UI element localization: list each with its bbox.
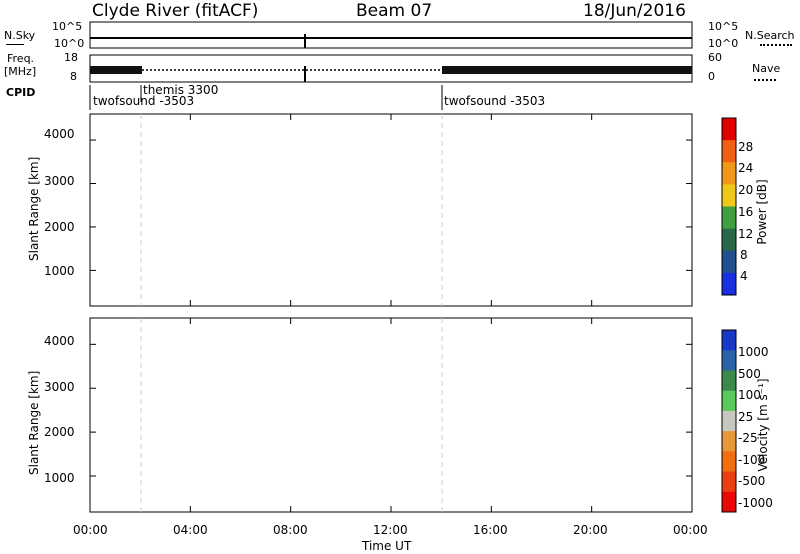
power-colorbar-swatch: [722, 118, 736, 141]
freq-trace-block: [442, 66, 692, 74]
nave-tick-bottom: 0: [708, 70, 715, 83]
velocity-panel-frame: [89, 317, 693, 513]
nave-tick-top: 60: [708, 51, 722, 64]
velocity-colorbar-tick: 25: [738, 410, 754, 424]
power-ytick: 3000: [44, 174, 75, 188]
freq-tick-top: 18: [64, 51, 78, 64]
power-colorbar-swatch: [722, 162, 736, 185]
freq-tick-bottom: 8: [70, 70, 77, 83]
velocity-colorbar-tick: -1000: [738, 496, 773, 510]
nsearch-label: N.Search: [745, 29, 795, 42]
power-colorbar-swatch: [722, 250, 736, 274]
nave-label: Nave: [752, 62, 781, 75]
xtick-label: 16:00: [473, 523, 508, 537]
power-ytick: 4000: [44, 127, 75, 141]
power-colorbar-tick: 28: [738, 140, 754, 154]
power-panel-frame: [89, 113, 693, 307]
velocity-colorbar-swatch: [722, 330, 736, 351]
power-colorbar-tick: 24: [738, 161, 754, 175]
power-colorbar-tick: 8: [740, 248, 748, 262]
nsky-label: N.Sky: [4, 29, 36, 42]
xtick-label: 12:00: [373, 523, 408, 537]
power-colorbar-swatch: [722, 184, 736, 207]
velocity-ytick: 4000: [44, 334, 75, 348]
velocity-ytick: 1000: [44, 471, 75, 485]
velocity-colorbar-swatch: [722, 390, 736, 412]
power-colorbar-swatch: [722, 206, 736, 230]
power-colorbar-tick: 16: [738, 205, 754, 219]
xtick-label: 00:00: [673, 523, 708, 537]
power-colorbar-tick: 4: [740, 269, 748, 283]
velocity-ytick: 2000: [44, 425, 75, 439]
power-ytick: 1000: [44, 264, 75, 278]
power-colorbar-swatch: [722, 272, 736, 296]
station-title: Clyde River (fitACF): [92, 1, 259, 21]
power-colorbar-swatch: [722, 140, 736, 163]
velocity-colorbar-tick: -25: [738, 431, 758, 445]
velocity-colorbar-swatch: [722, 451, 736, 473]
nsky-tick-top: 10^5: [52, 20, 83, 33]
xtick-label: 08:00: [273, 523, 308, 537]
power-colorbar-swatch: [722, 228, 736, 252]
power-colorbar-tick: 12: [738, 227, 754, 241]
velocity-colorbar-swatch: [722, 370, 736, 392]
nsky-panel-frame: [89, 21, 693, 49]
nsearch-tick-top: 10^5: [708, 20, 739, 33]
power-colorbar-tick: 20: [738, 183, 754, 197]
nsky-underline: [6, 44, 24, 45]
freq-unit-label: [MHz]: [4, 65, 37, 78]
velocity-colorbar-tick: 1000: [738, 345, 769, 359]
freq-trace-block: [90, 66, 142, 74]
velocity-colorbar-swatch: [722, 350, 736, 371]
nsky-tick-bottom: 10^0: [54, 37, 85, 50]
xaxis-label: Time UT: [362, 539, 412, 553]
power-colorbar-frame: [721, 117, 737, 296]
date-title: 18/Jun/2016: [583, 1, 686, 21]
power-ytick: 2000: [44, 220, 75, 234]
cpid-entry-3: twofsound -3503: [444, 94, 546, 108]
cpid-entry-2: themis 3300: [143, 83, 219, 97]
velocity-colorbar-tick: -100: [738, 453, 766, 467]
velocity-colorbar-tick: 100: [738, 388, 761, 402]
velocity-colorbar-swatch: [722, 410, 736, 432]
xtick-label: 00:00: [73, 523, 108, 537]
nsearch-tick-bottom: 10^0: [708, 37, 739, 50]
velocity-colorbar-tick: -500: [738, 474, 766, 488]
velocity-colorbar-tick: 500: [738, 367, 761, 381]
cpid-label: CPID: [6, 86, 36, 99]
xtick-label: 04:00: [173, 523, 208, 537]
nave-dots: [754, 79, 776, 81]
cpid-entry-1: twofsound -3503: [93, 94, 195, 108]
freq-label: Freq.: [7, 52, 35, 65]
velocity-colorbar-frame: [721, 329, 737, 513]
velocity-colorbar-swatch: [722, 471, 736, 493]
xtick-label: 20:00: [573, 523, 608, 537]
velocity-colorbar-swatch: [722, 431, 736, 452]
nsearch-dots: [760, 44, 792, 46]
velocity-ytick: 3000: [44, 380, 75, 394]
beam-title: Beam 07: [356, 1, 433, 21]
velocity-colorbar-swatch: [722, 491, 736, 513]
